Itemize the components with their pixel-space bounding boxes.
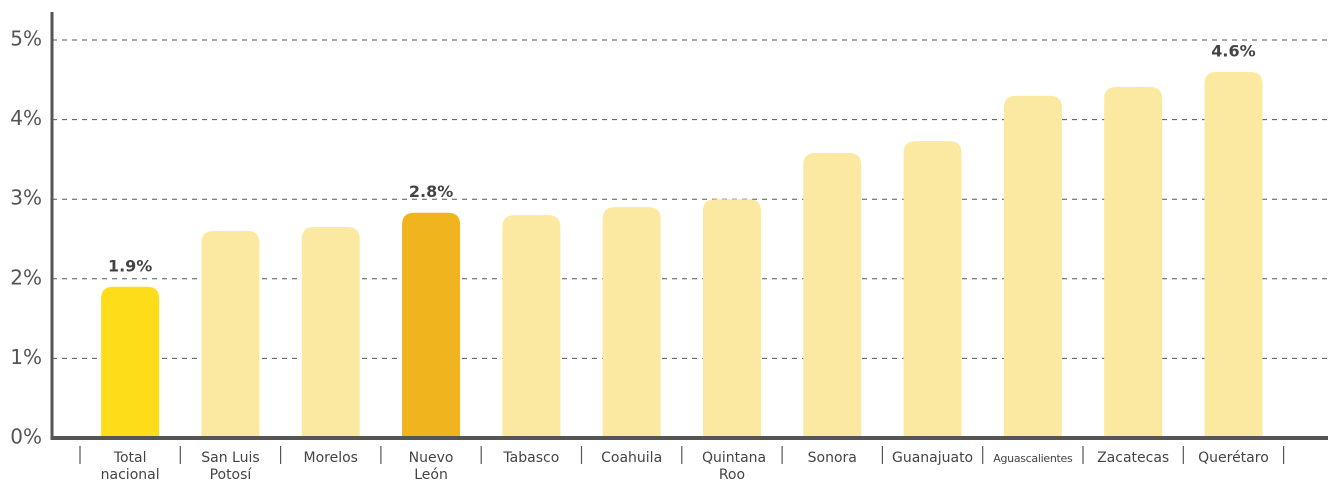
bar (402, 212, 461, 438)
y-tick-label: 2% (10, 265, 42, 289)
bar (301, 227, 360, 438)
x-tick-label: Zacatecas (1097, 450, 1170, 466)
bar (201, 231, 260, 438)
bar (101, 286, 160, 438)
x-tick-label: Tabasco (503, 450, 560, 466)
value-label: 2.8% (409, 182, 453, 201)
bar (1104, 86, 1163, 439)
x-tick-label: Querétaro (1198, 450, 1269, 466)
x-tick-label: Total nacional (100, 450, 160, 483)
x-tick-label: Aguascalientes (993, 452, 1073, 465)
x-tick-label: Guanajuato (891, 450, 974, 466)
bar (903, 141, 962, 439)
y-tick-label: 4% (10, 106, 42, 130)
y-tick-label: 5% (10, 27, 42, 51)
x-tick-label: Quintana Roo (701, 450, 767, 483)
x-tick-label: Nuevo León (408, 450, 454, 483)
y-tick-label: 3% (10, 186, 42, 210)
x-tick-label: Morelos (303, 450, 358, 466)
bar (1204, 71, 1263, 438)
bar (602, 207, 661, 438)
bar (1003, 95, 1062, 438)
bar (702, 199, 761, 438)
x-tick-label: Coahuila (601, 450, 663, 466)
x-tick-label: Sonora (807, 450, 857, 466)
y-tick-label: 1% (10, 345, 42, 369)
value-label: 1.9% (108, 256, 152, 275)
bar (502, 215, 561, 438)
value-label: 4.6% (1211, 41, 1255, 60)
y-tick-label: 0% (10, 425, 42, 449)
x-tick-label: San Luis Potosí (201, 450, 260, 483)
bar (803, 153, 862, 439)
